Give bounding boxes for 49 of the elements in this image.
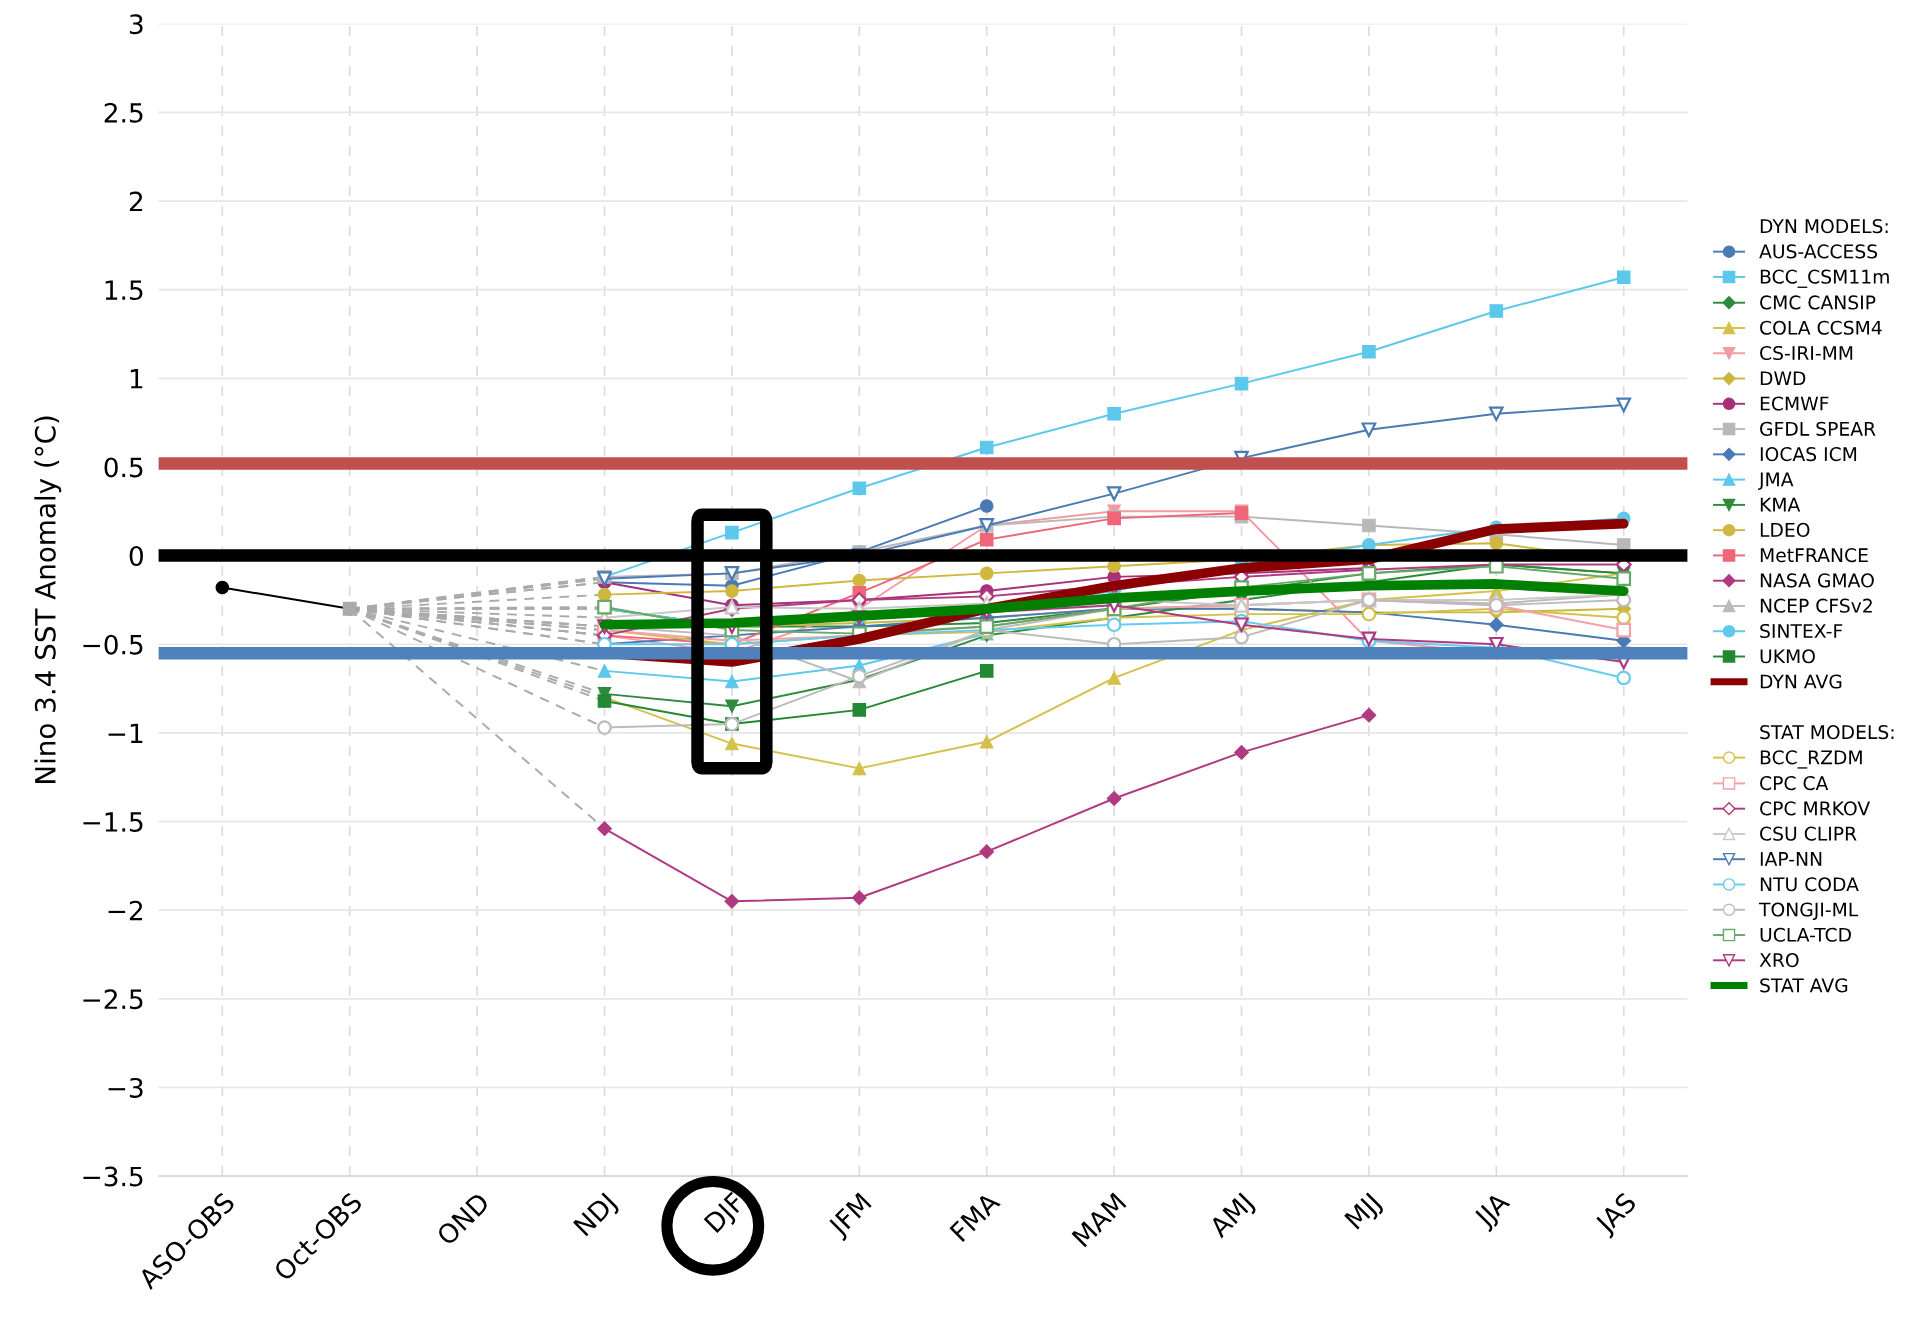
legend-label: DYN AVG xyxy=(1760,674,1842,689)
legend-label: LDEO xyxy=(1760,522,1810,537)
x-tick-label: DJF xyxy=(703,1191,749,1237)
legend-label: UKMO xyxy=(1760,649,1815,664)
x-tick-label: JJA xyxy=(1472,1190,1515,1233)
legend-label: STAT AVG xyxy=(1760,978,1848,993)
y-axis-title: Nino 3.4 SST Anomaly (°C) xyxy=(34,416,62,784)
y-tick-label: 2.5 xyxy=(104,102,143,123)
legend-label: XRO xyxy=(1759,952,1799,968)
legend-label: JMA xyxy=(1758,472,1794,490)
legend-label: NASA GMAO xyxy=(1760,573,1874,588)
y-tick-label: 0.5 xyxy=(104,457,143,478)
y-tick-label: −2.5 xyxy=(83,989,143,1010)
legend-label: CMC CANSIP xyxy=(1760,295,1876,310)
y-tick-label: −0.5 xyxy=(83,634,143,655)
text: DYN MODELS: xyxy=(1760,219,1888,234)
legend-label: COLA CCSM4 xyxy=(1760,320,1882,335)
legend-label: MetFRANCE xyxy=(1760,548,1868,563)
x-tick-label: NDJ xyxy=(573,1192,621,1240)
legend-label: DWD xyxy=(1760,371,1806,386)
legend-label: CPC MRKOV xyxy=(1760,801,1871,816)
legend-label: IAP-NN xyxy=(1760,852,1822,866)
legend-label: NTU CODA xyxy=(1760,877,1859,892)
legend-label: CPC CA xyxy=(1760,776,1829,791)
y-tick-label: −1.5 xyxy=(83,812,143,832)
legend-label: NCEP CFSv2 xyxy=(1760,598,1872,613)
y-tick-label: 2 xyxy=(129,191,143,212)
legend-label: BCC_CSM11m xyxy=(1760,269,1889,288)
legend-label: ECMWF xyxy=(1760,396,1829,411)
y-tick-label: −3 xyxy=(108,1077,143,1098)
y-tick-label: 1.5 xyxy=(105,280,143,301)
y-tick-label: 0 xyxy=(129,546,143,567)
legend-label: AUS-ACCESS xyxy=(1759,244,1878,259)
y-tick-label: −2 xyxy=(108,900,143,921)
legend-label: KMA xyxy=(1760,497,1801,512)
legend-label: TONGJI-ML xyxy=(1758,902,1859,921)
legend-label: SINTEX-F xyxy=(1760,623,1843,639)
legend-label: CSU CLIPR xyxy=(1760,826,1857,841)
legend-label: UCLA-TCD xyxy=(1760,927,1851,942)
y-tick-label: −1 xyxy=(108,723,143,743)
legend-label: GFDL SPEAR xyxy=(1760,421,1876,436)
text: STAT MODELS: xyxy=(1760,724,1894,740)
x-tick-label: MJJ xyxy=(1344,1192,1385,1234)
legend-label: CS-IRI-MM xyxy=(1760,345,1853,361)
legend-label: IOCAS ICM xyxy=(1760,447,1857,462)
y-tick-label: 1 xyxy=(130,369,143,389)
legend-label: BCC_RZDM xyxy=(1760,750,1862,769)
y-tick-label: 3 xyxy=(129,14,143,35)
y-tick-label: −3.5 xyxy=(83,1166,143,1187)
